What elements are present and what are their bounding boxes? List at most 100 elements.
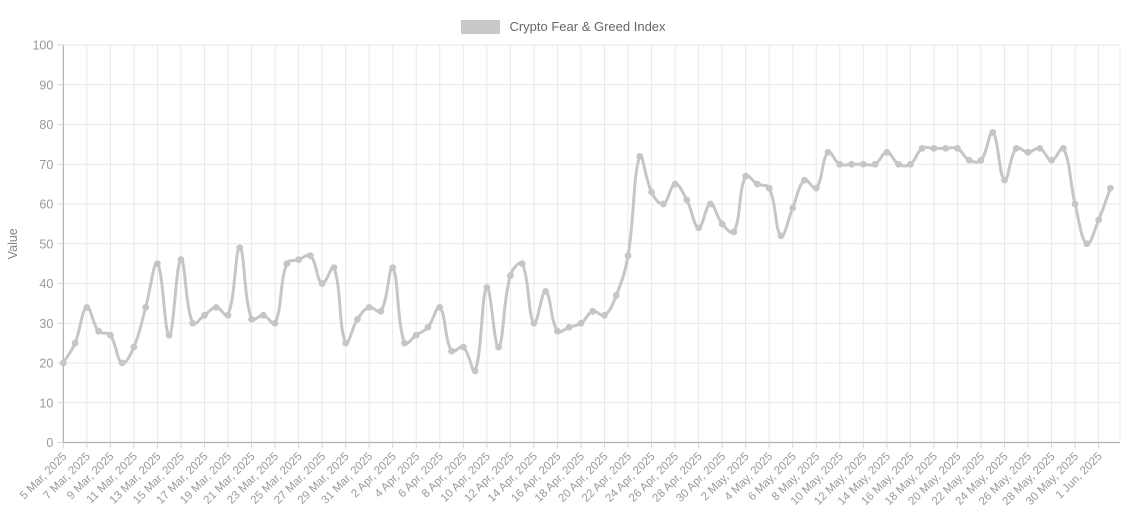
y-gridlines (63, 44, 1120, 404)
data-point (212, 303, 220, 311)
data-point (83, 303, 91, 311)
data-point (377, 307, 385, 315)
data-point (754, 180, 761, 188)
data-point (1012, 144, 1020, 152)
data-point (895, 160, 903, 168)
data-point (718, 220, 726, 228)
data-point (977, 156, 985, 164)
data-point (789, 204, 797, 212)
data-point (271, 319, 279, 327)
data-point (518, 260, 526, 268)
data-point (201, 311, 208, 319)
data-point (224, 311, 232, 319)
data-point (106, 331, 114, 339)
data-point (248, 315, 255, 323)
series-line (61, 130, 1112, 374)
data-point (765, 184, 773, 192)
data-point (154, 260, 161, 268)
data-point (259, 311, 267, 319)
data-point (1106, 184, 1114, 192)
data-point (883, 148, 891, 156)
y-axis-title: Value (6, 228, 20, 259)
data-point (448, 347, 455, 355)
data-point (318, 280, 326, 287)
tick-marks (57, 44, 1100, 449)
data-point (506, 272, 514, 279)
data-point (848, 160, 855, 168)
data-point (95, 327, 102, 335)
data-point (965, 156, 973, 164)
data-point (436, 303, 444, 311)
y-tick-label: 30 (39, 317, 53, 331)
data-point (1095, 216, 1103, 224)
y-tick-labels: 0 10 20 30 40 50 60 70 80 90 100 (32, 39, 53, 451)
data-point (412, 331, 420, 339)
legend-swatch-icon (461, 20, 501, 34)
data-point (871, 160, 879, 168)
data-point (389, 264, 397, 271)
data-point (601, 311, 608, 319)
y-tick-label: 80 (39, 118, 53, 132)
data-point (459, 343, 467, 351)
data-point (1001, 176, 1008, 184)
data-point (283, 260, 291, 268)
data-point (130, 343, 138, 351)
data-point (671, 180, 679, 188)
data-point (989, 129, 997, 136)
data-point (695, 224, 703, 232)
legend-item-fear-greed[interactable]: Crypto Fear & Greed Index (461, 19, 666, 34)
data-point (648, 188, 655, 196)
data-point (565, 323, 573, 331)
data-point (836, 160, 844, 168)
y-tick-label: 50 (39, 237, 53, 251)
data-point (177, 256, 185, 264)
data-point (730, 228, 738, 236)
data-point (1048, 156, 1055, 164)
data-point (706, 200, 714, 208)
data-point (589, 307, 597, 315)
data-point (659, 200, 667, 208)
data-point (624, 252, 632, 260)
data-point (295, 256, 302, 264)
data-point (1083, 240, 1091, 248)
data-point (424, 323, 432, 331)
data-point (401, 339, 408, 347)
data-point (483, 284, 491, 291)
y-tick-label: 0 (46, 436, 53, 450)
data-point (906, 160, 914, 168)
y-tick-label: 70 (39, 158, 53, 172)
data-point (306, 252, 314, 260)
data-point (354, 315, 361, 323)
data-point (118, 359, 126, 367)
data-point (859, 160, 867, 168)
y-tick-label: 60 (39, 198, 53, 212)
data-point (365, 303, 373, 311)
data-point (918, 144, 926, 152)
x-gridlines (86, 45, 1121, 443)
data-point (189, 319, 197, 327)
data-point (812, 184, 820, 192)
y-tick-label: 100 (32, 39, 53, 53)
data-point (1024, 148, 1032, 156)
legend-label: Crypto Fear & Greed Index (509, 19, 666, 34)
data-point (942, 144, 950, 152)
data-point (1036, 144, 1044, 152)
data-point (342, 339, 350, 347)
data-point (742, 172, 750, 180)
data-point (1071, 200, 1079, 208)
data-point (495, 343, 503, 351)
data-point (930, 144, 938, 152)
data-point (824, 148, 832, 156)
y-tick-label: 40 (39, 277, 53, 291)
chart-legend: Crypto Fear & Greed Index (0, 20, 1127, 34)
data-point (954, 144, 961, 152)
data-point (612, 292, 620, 299)
data-point (636, 152, 644, 160)
y-tick-label: 20 (39, 357, 53, 371)
data-point (801, 176, 808, 184)
y-tick-label: 90 (39, 78, 53, 92)
data-point (142, 303, 150, 311)
data-point (1059, 144, 1067, 152)
data-points (59, 129, 1114, 375)
